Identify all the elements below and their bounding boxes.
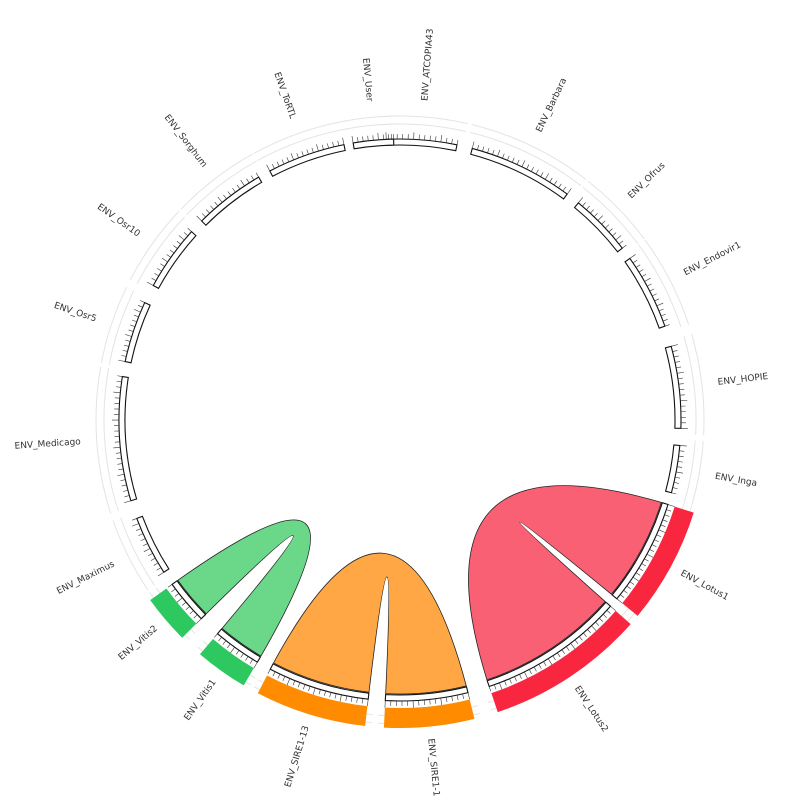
- segment-highlights: [150, 506, 694, 729]
- guide-ring-env-ofrus-1: [582, 186, 639, 245]
- ticks-env-vitis1: [214, 633, 258, 669]
- ticks-env-lotus2: [488, 605, 616, 692]
- highlight-env-vitis2: [150, 588, 197, 638]
- label-env-maximus: ENV_Maximus: [55, 559, 116, 596]
- label-env-osr5: ENV_Osr5: [53, 301, 98, 324]
- segment-env-vitis1: [216, 628, 262, 663]
- label-env-endovir1: ENV_Endovir1: [682, 240, 743, 278]
- segment-env-hopie: [664, 345, 682, 429]
- guide-ring-env-barbara-2: [471, 124, 587, 180]
- ticks-env-sire1-1: [384, 692, 470, 708]
- guide-ring-env-user-1: [344, 123, 400, 130]
- guide-ring-env-hopie-2: [691, 334, 705, 436]
- segment-env-tortl: [269, 143, 346, 178]
- label-env-vitis1: ENV_Vitis1: [183, 678, 219, 723]
- ticks-env-osr10: [146, 228, 192, 286]
- highlight-env-vitis1: [199, 639, 254, 686]
- guide-ring-env-hopie-1: [683, 336, 697, 436]
- chord-link-env-vitis1-env-vitis2: [177, 519, 311, 657]
- guide-ring-env-endovir1-2: [644, 239, 690, 325]
- segment-env-lotus2: [486, 601, 612, 688]
- guide-ring-env-sorghum-2: [180, 153, 253, 210]
- ticks-env-hopie: [671, 344, 688, 429]
- label-env-inga: ENV_Inga: [714, 472, 758, 489]
- guide-ring-env-ofrus-2: [587, 180, 645, 240]
- highlight-env-sire1-1: [383, 699, 475, 729]
- guide-ring-env-maximus-2: [112, 520, 149, 591]
- label-env-sire1-1: ENV_SIRE1-1: [425, 738, 441, 797]
- label-env-ofrus: ENV_Ofrus: [626, 161, 667, 201]
- guide-ring-env-maximus-1: [120, 517, 156, 586]
- guide-ring-env-barbara-1: [469, 131, 582, 187]
- ticks-env-lotus1: [616, 504, 675, 604]
- guide-ring-env-user-2: [342, 115, 400, 122]
- ticks-env-user: [351, 132, 394, 143]
- highlight-env-lotus2: [491, 610, 631, 713]
- segment-env-maximus: [136, 515, 170, 573]
- segment-env-sire1-13: [269, 663, 370, 700]
- segment-ticks: [112, 132, 688, 708]
- segment-env-lotus1: [611, 501, 669, 600]
- segment-env-inga: [664, 444, 681, 494]
- chord-links: [177, 485, 662, 695]
- label-env-lotus1: ENV_Lotus1: [679, 569, 730, 603]
- label-env-barbara: ENV_Barbara: [535, 77, 570, 134]
- ticks-env-tortl: [266, 137, 345, 172]
- guide-ring-env-medicago-1: [103, 368, 119, 512]
- guide-ring-env-inga-1: [683, 440, 696, 503]
- ticks-env-atcopia43: [385, 132, 459, 145]
- label-env-medicago: ENV_Medicago: [14, 437, 81, 452]
- label-env-user: ENV_User: [360, 58, 374, 103]
- segment-env-sire1-1: [384, 686, 469, 702]
- guide-ring-env-inga-2: [691, 441, 704, 505]
- guide-ring-env-osr10-1: [136, 216, 185, 285]
- ticks-env-barbara: [471, 141, 572, 195]
- guide-ring-env-atcopia43-1: [379, 123, 467, 132]
- segment-env-endovir1: [624, 257, 666, 329]
- ticks-env-sire1-13: [267, 669, 369, 707]
- guide-ring-env-osr5-1: [108, 290, 135, 365]
- segment-env-ofrus: [573, 202, 624, 253]
- label-env-sorghum: ENV_Sorghum: [162, 113, 209, 170]
- segment-env-osr10: [152, 230, 197, 290]
- guide-ring-env-osr5-2: [100, 286, 127, 364]
- segment-env-vitis2: [171, 580, 207, 620]
- guide-ring-env-medicago-2: [95, 366, 112, 514]
- ticks-env-ofrus: [578, 197, 627, 249]
- segment-env-medicago: [118, 375, 138, 502]
- guide-ring-env-sorghum-1: [186, 160, 257, 216]
- highlight-env-sire1-13: [257, 675, 368, 727]
- segment-env-atcopia43: [385, 138, 458, 152]
- label-env-hopie: ENV_HOPIE: [717, 372, 769, 388]
- segment-bars: [118, 138, 682, 702]
- label-env-osr10: ENV_Osr10: [95, 202, 142, 239]
- ticks-env-maximus: [132, 518, 164, 577]
- label-env-vitis2: ENV_Vitis2: [117, 624, 160, 663]
- ticks-env-sorghum: [196, 172, 259, 222]
- guide-ring-env-tortl-1: [257, 128, 348, 162]
- ticks-env-inga: [671, 445, 687, 495]
- segment-env-sorghum: [200, 176, 263, 226]
- segment-env-user: [352, 138, 395, 150]
- label-env-sire1-13: ENV_SIRE1-13: [283, 725, 311, 789]
- ticks-env-vitis2: [167, 584, 202, 624]
- ticks-env-medicago: [112, 375, 131, 504]
- chord-link-env-sire1-1-env-sire1-13: [272, 552, 467, 695]
- label-env-lotus2: ENV_Lotus2: [572, 684, 610, 734]
- label-env-atcopia43: ENV_ATCOPIA43: [420, 28, 436, 101]
- segment-env-osr5: [124, 301, 151, 364]
- chord-link-env-lotus1-env-lotus2: [468, 485, 662, 681]
- segment-env-barbara: [470, 147, 568, 200]
- guide-ring-env-atcopia43-2: [378, 115, 468, 125]
- guide-ring-env-tortl-2: [253, 120, 346, 155]
- guide-ring-env-osr10-2: [129, 211, 180, 281]
- label-env-tortl: ENV_ToRTL: [271, 71, 297, 120]
- guide-ring-env-endovir1-1: [638, 244, 682, 328]
- highlight-env-lotus1: [622, 506, 694, 616]
- ticks-env-endovir1: [629, 254, 670, 327]
- ticks-env-osr5: [118, 300, 145, 362]
